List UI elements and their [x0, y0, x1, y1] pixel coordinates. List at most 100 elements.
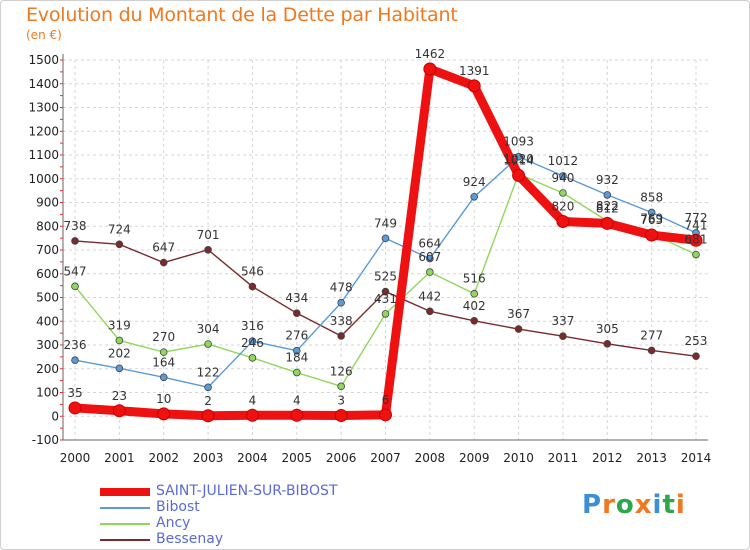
data-point: [512, 168, 526, 182]
data-label: 434: [285, 291, 308, 305]
data-label: 202: [108, 346, 131, 360]
data-label: 246: [241, 336, 264, 350]
x-tick-label: 2013: [636, 451, 667, 465]
data-label: 647: [152, 241, 175, 255]
data-label: 820: [551, 200, 574, 214]
data-point: [426, 307, 434, 316]
x-tick-label: 2014: [681, 451, 712, 465]
logo-letter: i: [652, 490, 663, 520]
data-point: [334, 409, 348, 423]
data-label: 1020: [503, 152, 534, 166]
y-tick-label: 600: [36, 267, 59, 281]
x-tick-label: 2006: [326, 451, 357, 465]
data-label: 305: [596, 322, 619, 336]
data-point: [470, 193, 479, 201]
data-point: [600, 216, 614, 230]
data-point: [514, 325, 523, 333]
data-point: [292, 346, 301, 355]
x-tick-label: 2010: [503, 451, 534, 465]
data-label: 1462: [415, 47, 446, 61]
data-point: [381, 310, 390, 318]
legend-label: Bibost: [156, 499, 200, 515]
data-label: 741: [685, 218, 708, 232]
y-tick-label: 200: [36, 362, 59, 376]
data-label: 2: [204, 394, 212, 408]
data-label: 924: [463, 175, 486, 189]
data-label: 701: [197, 228, 220, 242]
legend-swatch: [100, 523, 150, 525]
proxiti-logo: Proxiti: [582, 490, 686, 520]
data-point: [559, 172, 567, 180]
logo-letter: r: [602, 490, 616, 520]
data-point: [603, 340, 612, 348]
data-point: [204, 245, 212, 254]
logo-letter: o: [615, 490, 635, 520]
data-point: [556, 215, 570, 228]
y-tick-label: 1500: [28, 53, 59, 67]
data-labels: 35 23 10 2 4 4 3 6 1462 1391 1014 820 812 763 741 236 20…: [64, 47, 708, 408]
data-point: [204, 340, 212, 348]
data-label: 1391: [459, 64, 490, 78]
chart-unit-label: (en €): [26, 28, 62, 42]
data-point: [204, 383, 212, 392]
data-point: [337, 298, 345, 307]
data-label: 3: [337, 394, 345, 408]
data-point: [470, 316, 479, 325]
data-label: 812: [596, 201, 619, 215]
x-tick-label: 2003: [193, 451, 224, 465]
legend-label: Ancy: [156, 515, 191, 531]
data-label: 126: [330, 364, 353, 378]
data-label: 1014: [503, 153, 534, 167]
x-tick-label: 2005: [282, 451, 313, 465]
data-label: 337: [551, 314, 574, 328]
logo-letter: t: [662, 490, 676, 520]
data-label: 253: [685, 334, 708, 348]
data-point: [245, 408, 259, 422]
series: [68, 62, 703, 423]
y-tick-label: 1100: [28, 148, 59, 162]
data-label: 35: [67, 386, 82, 400]
y-tick-label: 100: [36, 386, 59, 400]
data-point: [71, 282, 79, 291]
data-point: [423, 62, 437, 76]
data-point: [159, 348, 168, 356]
data-point: [292, 309, 301, 317]
data-point: [292, 368, 301, 377]
data-point: [559, 189, 567, 197]
legend-label: SAINT-JULIEN-SUR-BIBOST: [156, 483, 338, 499]
data-label: 402: [463, 299, 486, 313]
data-label: 10: [156, 392, 171, 406]
data-label: 738: [64, 219, 87, 233]
x-tick-label: 2000: [60, 451, 91, 465]
y-tick-label: 1300: [28, 101, 59, 115]
x-tick-label: 2002: [148, 451, 179, 465]
x-tick-label: 2012: [592, 451, 623, 465]
data-point: [381, 234, 390, 243]
y-tick-label: 400: [36, 314, 59, 328]
data-point: [467, 79, 481, 93]
data-label: 277: [640, 328, 663, 342]
data-label: 164: [152, 355, 175, 369]
data-point: [71, 356, 79, 365]
data-label: 316: [241, 319, 264, 333]
y-tick-label: 300: [36, 338, 59, 352]
data-label: 858: [640, 190, 663, 204]
data-point: [248, 282, 257, 291]
y-tick-label: 900: [36, 196, 59, 210]
chart-title: Evolution du Montant de la Dette par Hab…: [26, 4, 458, 26]
y-tick-label: 700: [36, 243, 59, 257]
data-label: 681: [685, 233, 708, 247]
data-point: [381, 287, 390, 296]
data-label: 769: [640, 212, 663, 226]
data-label: 442: [418, 289, 441, 303]
data-label: 270: [152, 330, 175, 344]
legend-swatch: [100, 488, 150, 496]
data-point: [603, 191, 612, 199]
data-point: [201, 409, 215, 423]
data-label: 319: [108, 318, 131, 332]
data-point: [647, 208, 656, 217]
data-label: 749: [374, 216, 397, 230]
y-tick-label: 500: [36, 291, 59, 305]
x-tick-label: 2007: [370, 451, 401, 465]
data-label: 1012: [548, 154, 579, 168]
